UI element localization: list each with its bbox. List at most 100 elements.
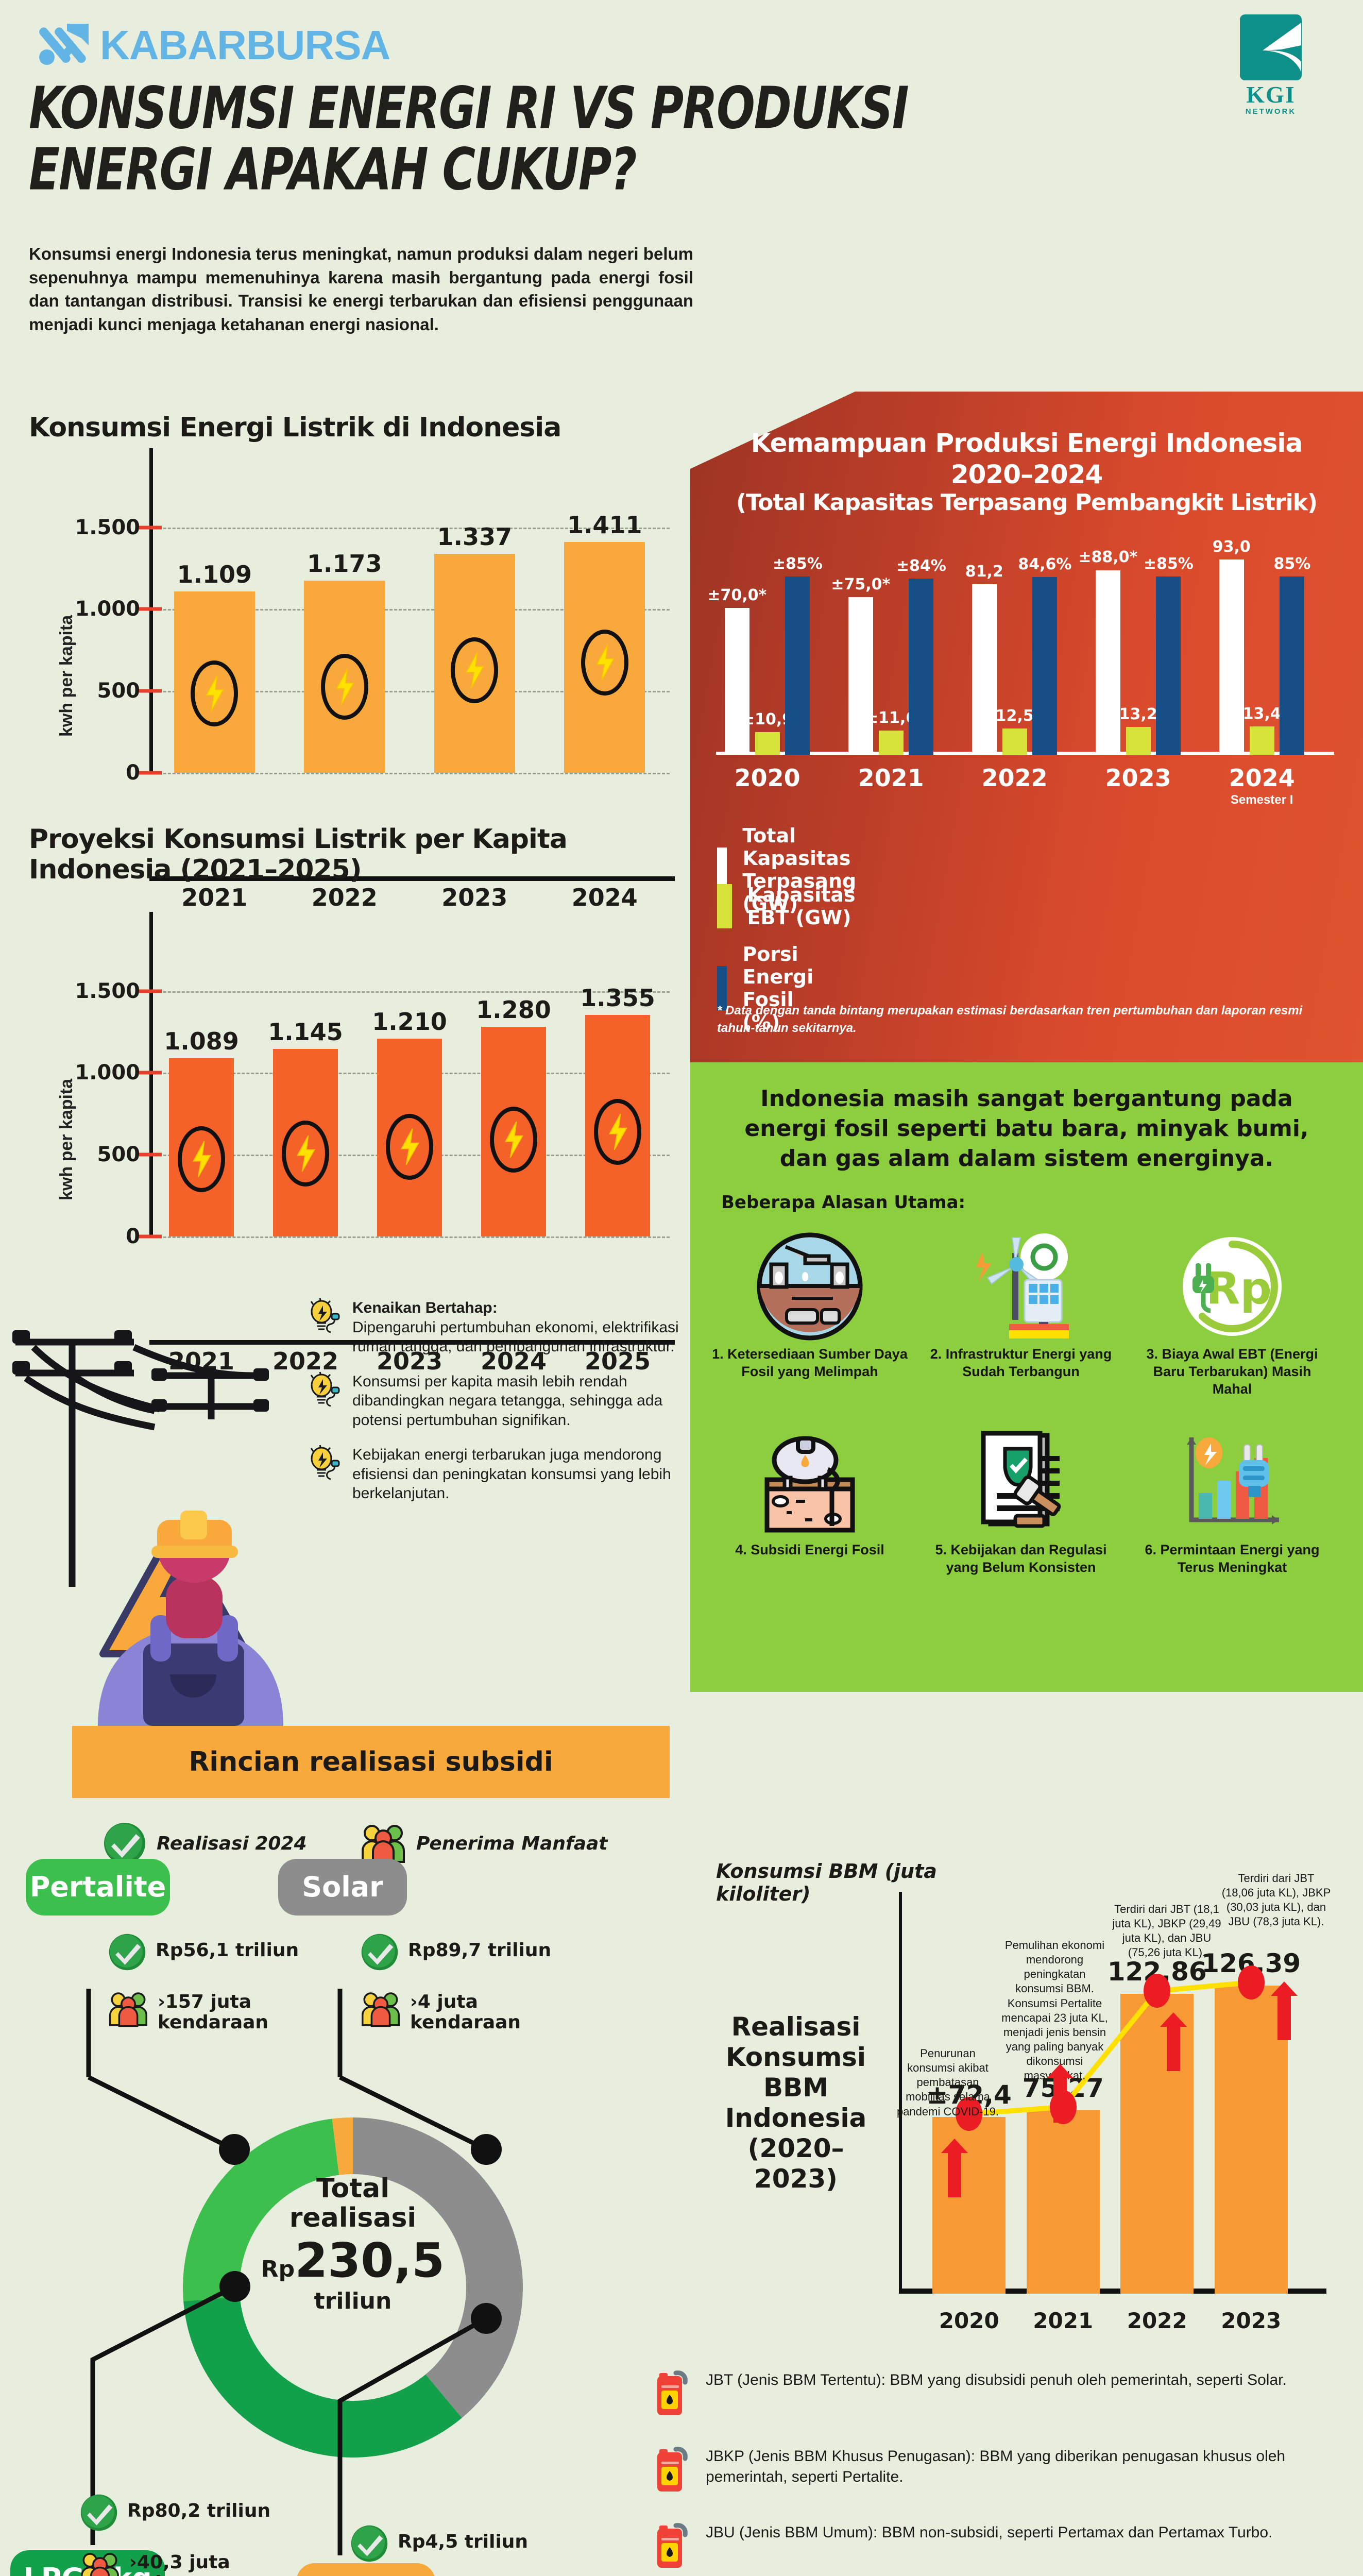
bbm-marker-0	[956, 2097, 983, 2131]
chart3-bar	[1126, 727, 1151, 755]
subsidy-pill-solar[interactable]: Solar	[278, 1859, 407, 1916]
svg-text:Rp: Rp	[1206, 1263, 1272, 1314]
chart-x-tick-label: 2022	[272, 1347, 339, 1375]
people-icon	[80, 2550, 120, 2576]
chart-bar-value: 1.210	[372, 1007, 447, 1036]
subsidy-amount: Rp4,5 triliun	[398, 2531, 529, 2552]
bbm-chart-title: Konsumsi BBM (juta kiloliter)	[716, 1860, 937, 1905]
chart-x-tick-label: 2021	[181, 884, 248, 911]
chart-y-tick-mark	[139, 689, 162, 693]
chart3-bar-value: ±88,0*	[1078, 548, 1138, 567]
bbm-annotation-arrow-3	[1160, 2012, 1187, 2071]
chart3-bar	[1032, 577, 1058, 755]
chart-bar-value: 1.089	[164, 1027, 239, 1056]
bbm-side-title: Realisasi Konsumsi BBM Indonesia (2020–2…	[725, 2012, 867, 2194]
glossary-text: JBU (Jenis BBM Umum): BBM non-subsidi, s…	[706, 2524, 1273, 2541]
subsidy-amount-row: Rp80,2 triliun	[80, 2494, 270, 2534]
chart-y-tick-label: 1.000	[75, 1061, 140, 1085]
chart3-bar	[1002, 728, 1027, 755]
chart-y-tick-mark	[139, 526, 162, 530]
chart3-bar	[1219, 560, 1244, 755]
chart-bolt-icon	[191, 660, 238, 726]
legend-realisasi: Realisasi 2024	[103, 1822, 307, 1865]
chart3-bar-value: 13,4	[1242, 705, 1281, 723]
chart-y-tick-label: 1.500	[75, 515, 140, 539]
chart-bolt-icon	[320, 653, 368, 720]
chart3-legend-swatch	[717, 884, 732, 928]
bbm-bar	[1120, 1994, 1194, 2294]
chart-x-axis	[149, 876, 675, 881]
kgi-subtitle: NETWORK	[1245, 107, 1297, 116]
chart-y-tick-label: 500	[97, 679, 141, 703]
chart3-legend-item: Porsi Energi Fosil (%)	[717, 943, 830, 1033]
reason-label: 4. Subsidi Energi Fosil	[735, 1542, 884, 1557]
legend-realisasi-label: Realisasi 2024	[157, 1833, 307, 1854]
subsidy-beneficiary: ›4 juta kendaraan	[410, 1991, 521, 2033]
chart-bolt-icon	[594, 1099, 641, 1165]
chart-y-tick-label: 0	[126, 1225, 140, 1248]
chart-x-axis	[149, 1340, 675, 1345]
chart-x-tick-label: 2025	[584, 1347, 651, 1375]
subsidy-title-banner: Rincian realisasi subsidi	[72, 1726, 670, 1798]
people-icon	[361, 1990, 401, 2030]
bullet-text: Kebijakan energi terbarukan juga mendoro…	[352, 1446, 671, 1502]
green-heading: Indonesia masih sangat bergantung pada e…	[744, 1086, 1309, 1172]
intro-paragraph: Konsumsi energi Indonesia terus meningka…	[29, 244, 693, 334]
chart-bolt-icon	[581, 630, 628, 696]
chart-y-tick-mark	[139, 607, 162, 611]
reason-label: 5. Kebijakan dan Regulasi yang Belum Kon…	[935, 1542, 1107, 1575]
chart-kemampuan-produksi: ±70,0* ±10,9 ±85% 2020 ±75,0* ±11,6 ±84% 2021 81…	[707, 538, 1334, 807]
chart3-title: Kemampuan Produksi Energi Indonesia 2020…	[751, 428, 1303, 489]
fossil-reasons-panel	[690, 1062, 1363, 1692]
chart-gridline	[149, 991, 670, 993]
donut-center-label: Total realisasi Rp230,5 triliun	[260, 2174, 446, 2314]
chart3-bar	[878, 730, 904, 755]
chart-gridline	[149, 773, 670, 774]
subsidy-beneficiary-row: ›157 juta kendaraan	[108, 1990, 312, 2033]
chart-x-tick-label: 2022	[311, 884, 378, 911]
donut-total-unit: triliun	[314, 2288, 392, 2315]
chart3-bar-value: 81,2	[965, 563, 1003, 581]
chart-y-tick-mark	[139, 1153, 162, 1157]
chart3-bar	[848, 597, 873, 755]
chart3-x-label: 2023	[1105, 764, 1171, 792]
reason-label: 6. Permintaan Energi yang Terus Meningka…	[1145, 1542, 1320, 1575]
donut-total-line2: realisasi	[289, 2202, 417, 2234]
chart3-bar-value: 85%	[1273, 554, 1311, 573]
bbm-annotation-arrow-4	[1271, 1981, 1298, 2040]
bbm-annotation-3: Terdiri dari JBT (18,1 juta KL), JBKP (2…	[1112, 1903, 1221, 1959]
subsidy-pill-minyak-tanah[interactable]: Minyak Tanah	[296, 2563, 435, 2576]
chart3-bar-value: ±10,9	[742, 710, 793, 728]
chart3-legend-swatch	[717, 848, 727, 892]
subsidy-pill-pertalite[interactable]: Pertalite	[26, 1859, 170, 1916]
people-icon	[361, 1822, 406, 1865]
rupiah-plug-icon: Rp	[1178, 1232, 1286, 1341]
kgi-network-logo: KGI NETWORK	[1222, 14, 1320, 116]
donut-slice-minyak-tanah	[332, 2117, 353, 2175]
bbm-annotation-arrow-1	[941, 2139, 968, 2197]
chart-x-tick-label: 2024	[571, 884, 638, 911]
oil-rig-icon	[756, 1232, 864, 1341]
donut-pointer-solar	[471, 2134, 502, 2165]
chart-bolt-icon	[386, 1113, 433, 1180]
chart3-legend-label: Porsi Energi Fosil (%)	[742, 943, 814, 1033]
bbm-x-axis	[899, 2289, 1326, 2294]
lightbulb-icon	[309, 1297, 341, 1335]
chart3-x-label: 2021	[858, 764, 924, 792]
bullet-list: Kenaikan Bertahap: Dipengaruhi pertumbuha…	[309, 1297, 690, 1519]
chart-bar-value: 1.355	[580, 984, 655, 1012]
donut-total-value: Rp230,5	[261, 2233, 445, 2289]
chart-x-tick-label: 2024	[480, 1347, 547, 1375]
reason-card-3: Rp 3. Biaya Awal EBT (Energi Baru Terbaru…	[1134, 1232, 1330, 1398]
bbm-bar	[1026, 2110, 1100, 2294]
chart3-footnote: * Data dengan tanda bintang merupakan es…	[717, 1004, 1303, 1035]
chart-konsumsi-listrik: 0 500 1.000 1.500 1.109 2021 1.173 2022 1.337 202…	[75, 448, 675, 911]
chart3-x-label: 2020	[734, 764, 800, 792]
jerrycan-icon	[654, 2446, 690, 2494]
reason-card-2: 2. Infrastruktur Energi yang Sudah Terba…	[923, 1232, 1119, 1381]
chart-y-tick-mark	[139, 1071, 162, 1075]
chart-x-tick-label: 2023	[376, 1347, 443, 1375]
chart-y-tick-label: 1.500	[75, 979, 140, 1003]
chart-y-tick-mark	[139, 1234, 162, 1239]
oil-tank-icon	[756, 1428, 864, 1536]
